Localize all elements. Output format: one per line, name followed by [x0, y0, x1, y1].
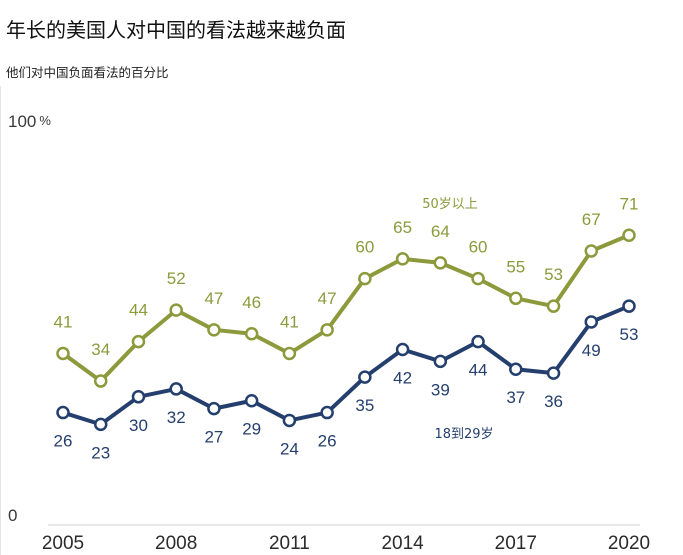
- data-point-older-2015: [433, 256, 448, 270]
- data-label-younger-2017: 37: [506, 388, 525, 407]
- data-point-older-2008: [169, 303, 183, 317]
- data-label-older-2008: 52: [167, 269, 186, 288]
- data-label-younger-2007: 30: [129, 416, 148, 435]
- data-label-younger-2020: 53: [620, 325, 639, 344]
- data-point-older-2005: [56, 346, 70, 361]
- x-tick-label-2017: 2017: [495, 533, 537, 554]
- data-point-older-2011: [282, 346, 297, 361]
- label-layer: 41 34 44 52 47 46 41 47 60 65 64 60 55 53 67 71 26 23 30 32…: [54, 194, 639, 462]
- series-name-label-younger: 18到29岁: [434, 427, 493, 442]
- data-point-younger-2007: [131, 390, 146, 404]
- data-label-older-2017: 55: [506, 257, 525, 276]
- data-point-younger-2006: [93, 417, 108, 432]
- data-label-younger-2012: 26: [318, 432, 337, 451]
- data-label-older-2020: 71: [620, 194, 639, 213]
- data-label-older-2013: 60: [355, 238, 374, 257]
- data-point-older-2018: [546, 299, 561, 313]
- chart-subtitle: 他们对中国负面看法的百分比: [6, 65, 169, 80]
- x-tick-label-2008: 2008: [155, 533, 197, 554]
- data-label-older-2019: 67: [582, 210, 601, 229]
- data-label-older-2015: 64: [431, 222, 450, 241]
- x-tick-label-2020: 2020: [608, 533, 650, 554]
- data-point-younger-2011: [282, 413, 297, 428]
- data-label-older-2018: 53: [544, 265, 563, 284]
- data-label-younger-2009: 27: [204, 428, 223, 447]
- data-label-older-2010: 46: [242, 293, 261, 312]
- y-tick-label-0: 0: [8, 506, 17, 525]
- data-point-younger-2019: [584, 315, 599, 329]
- data-point-younger-2020: [622, 299, 636, 313]
- data-label-younger-2010: 29: [242, 420, 261, 439]
- data-point-older-2020: [622, 228, 636, 243]
- data-point-younger-2014: [395, 342, 410, 357]
- series-name-label-older: 50岁以上: [422, 197, 478, 212]
- x-tick-label-2011: 2011: [269, 533, 310, 554]
- data-point-older-2006: [93, 374, 108, 388]
- data-point-younger-2013: [358, 370, 372, 384]
- x-tick-label-2005: 2005: [42, 533, 84, 554]
- y-tick-label-100: 100%: [8, 112, 51, 131]
- data-point-younger-2012: [320, 405, 334, 420]
- y-tick-value: 100: [8, 112, 36, 131]
- data-label-younger-2011: 24: [280, 439, 299, 458]
- data-point-older-2013: [358, 271, 372, 286]
- x-tick-label-2014: 2014: [381, 533, 424, 554]
- series-line-younger: [61, 304, 631, 427]
- data-point-older-2010: [244, 327, 259, 341]
- data-label-older-2009: 47: [204, 289, 223, 308]
- data-point-older-2009: [207, 323, 221, 337]
- data-point-younger-2018: [546, 366, 561, 380]
- data-point-older-2014: [395, 252, 410, 266]
- y-tick-suffix: %: [39, 113, 51, 128]
- data-point-younger-2016: [471, 334, 485, 349]
- data-label-younger-2019: 49: [582, 341, 601, 360]
- data-point-younger-2010: [244, 393, 259, 408]
- data-point-younger-2008: [169, 382, 183, 396]
- data-point-older-2016: [471, 271, 485, 286]
- data-label-younger-2008: 32: [167, 408, 186, 427]
- axis-layer: 100 % 0 2005 2008 2011 2014 2017 2020: [8, 112, 650, 554]
- data-point-younger-2009: [207, 401, 221, 416]
- data-label-younger-2014: 42: [393, 369, 412, 388]
- data-point-younger-2017: [509, 362, 523, 376]
- y-tick-value: 0: [8, 506, 17, 525]
- data-label-younger-2005: 26: [54, 432, 73, 451]
- data-point-older-2007: [131, 334, 146, 349]
- left-border: [0, 86, 1, 555]
- series-layer: [56, 228, 636, 432]
- data-label-younger-2018: 36: [544, 392, 563, 411]
- data-label-older-2016: 60: [469, 238, 488, 257]
- data-point-older-2019: [584, 244, 599, 258]
- data-label-younger-2016: 44: [469, 361, 488, 380]
- data-point-younger-2005: [56, 405, 70, 420]
- data-label-older-2007: 44: [129, 301, 148, 320]
- data-label-older-2006: 34: [91, 340, 110, 359]
- data-label-younger-2015: 39: [431, 380, 450, 399]
- data-label-younger-2013: 35: [355, 396, 374, 415]
- data-point-older-2017: [509, 291, 523, 306]
- data-label-older-2011: 41: [280, 312, 299, 331]
- data-label-older-2005: 41: [54, 312, 73, 331]
- data-label-older-2012: 47: [318, 289, 337, 308]
- data-point-younger-2015: [433, 354, 448, 369]
- data-label-older-2014: 65: [393, 218, 412, 237]
- chart-title: 年长的美国人对中国的看法越来越负面: [6, 18, 346, 42]
- data-label-younger-2006: 23: [91, 443, 110, 462]
- series-line-older: [61, 233, 631, 384]
- data-point-older-2012: [320, 323, 334, 337]
